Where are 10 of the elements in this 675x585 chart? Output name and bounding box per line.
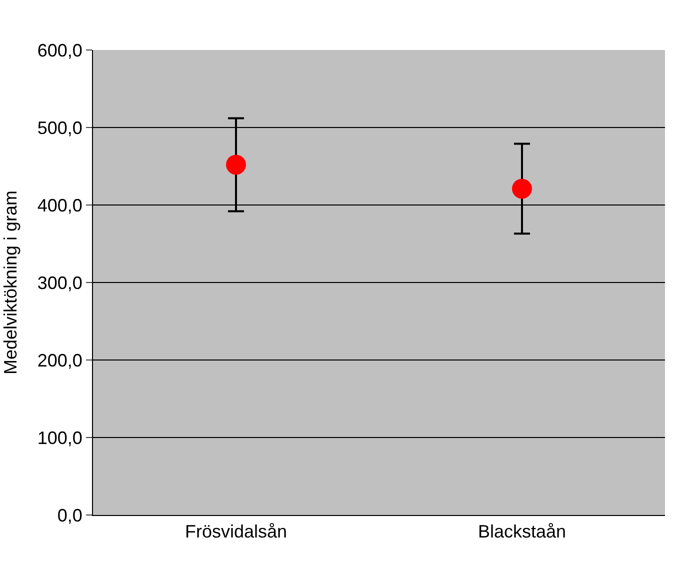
y-tick-label: 300,0 (37, 272, 82, 293)
y-axis-title: Medelviktökning i gram (0, 190, 21, 375)
y-tick-label: 500,0 (37, 118, 82, 138)
y-tick-label: 0,0 (57, 505, 82, 526)
y-tick-label: 600,0 (37, 40, 82, 60)
x-tick-label: Blackstaån (478, 522, 566, 542)
y-tick-label: 200,0 (37, 350, 82, 370)
x-tick-label: Frösvidalsån (184, 522, 288, 542)
y-tick-label: 100,0 (37, 428, 82, 448)
y-tick-label: 400,0 (37, 195, 82, 216)
